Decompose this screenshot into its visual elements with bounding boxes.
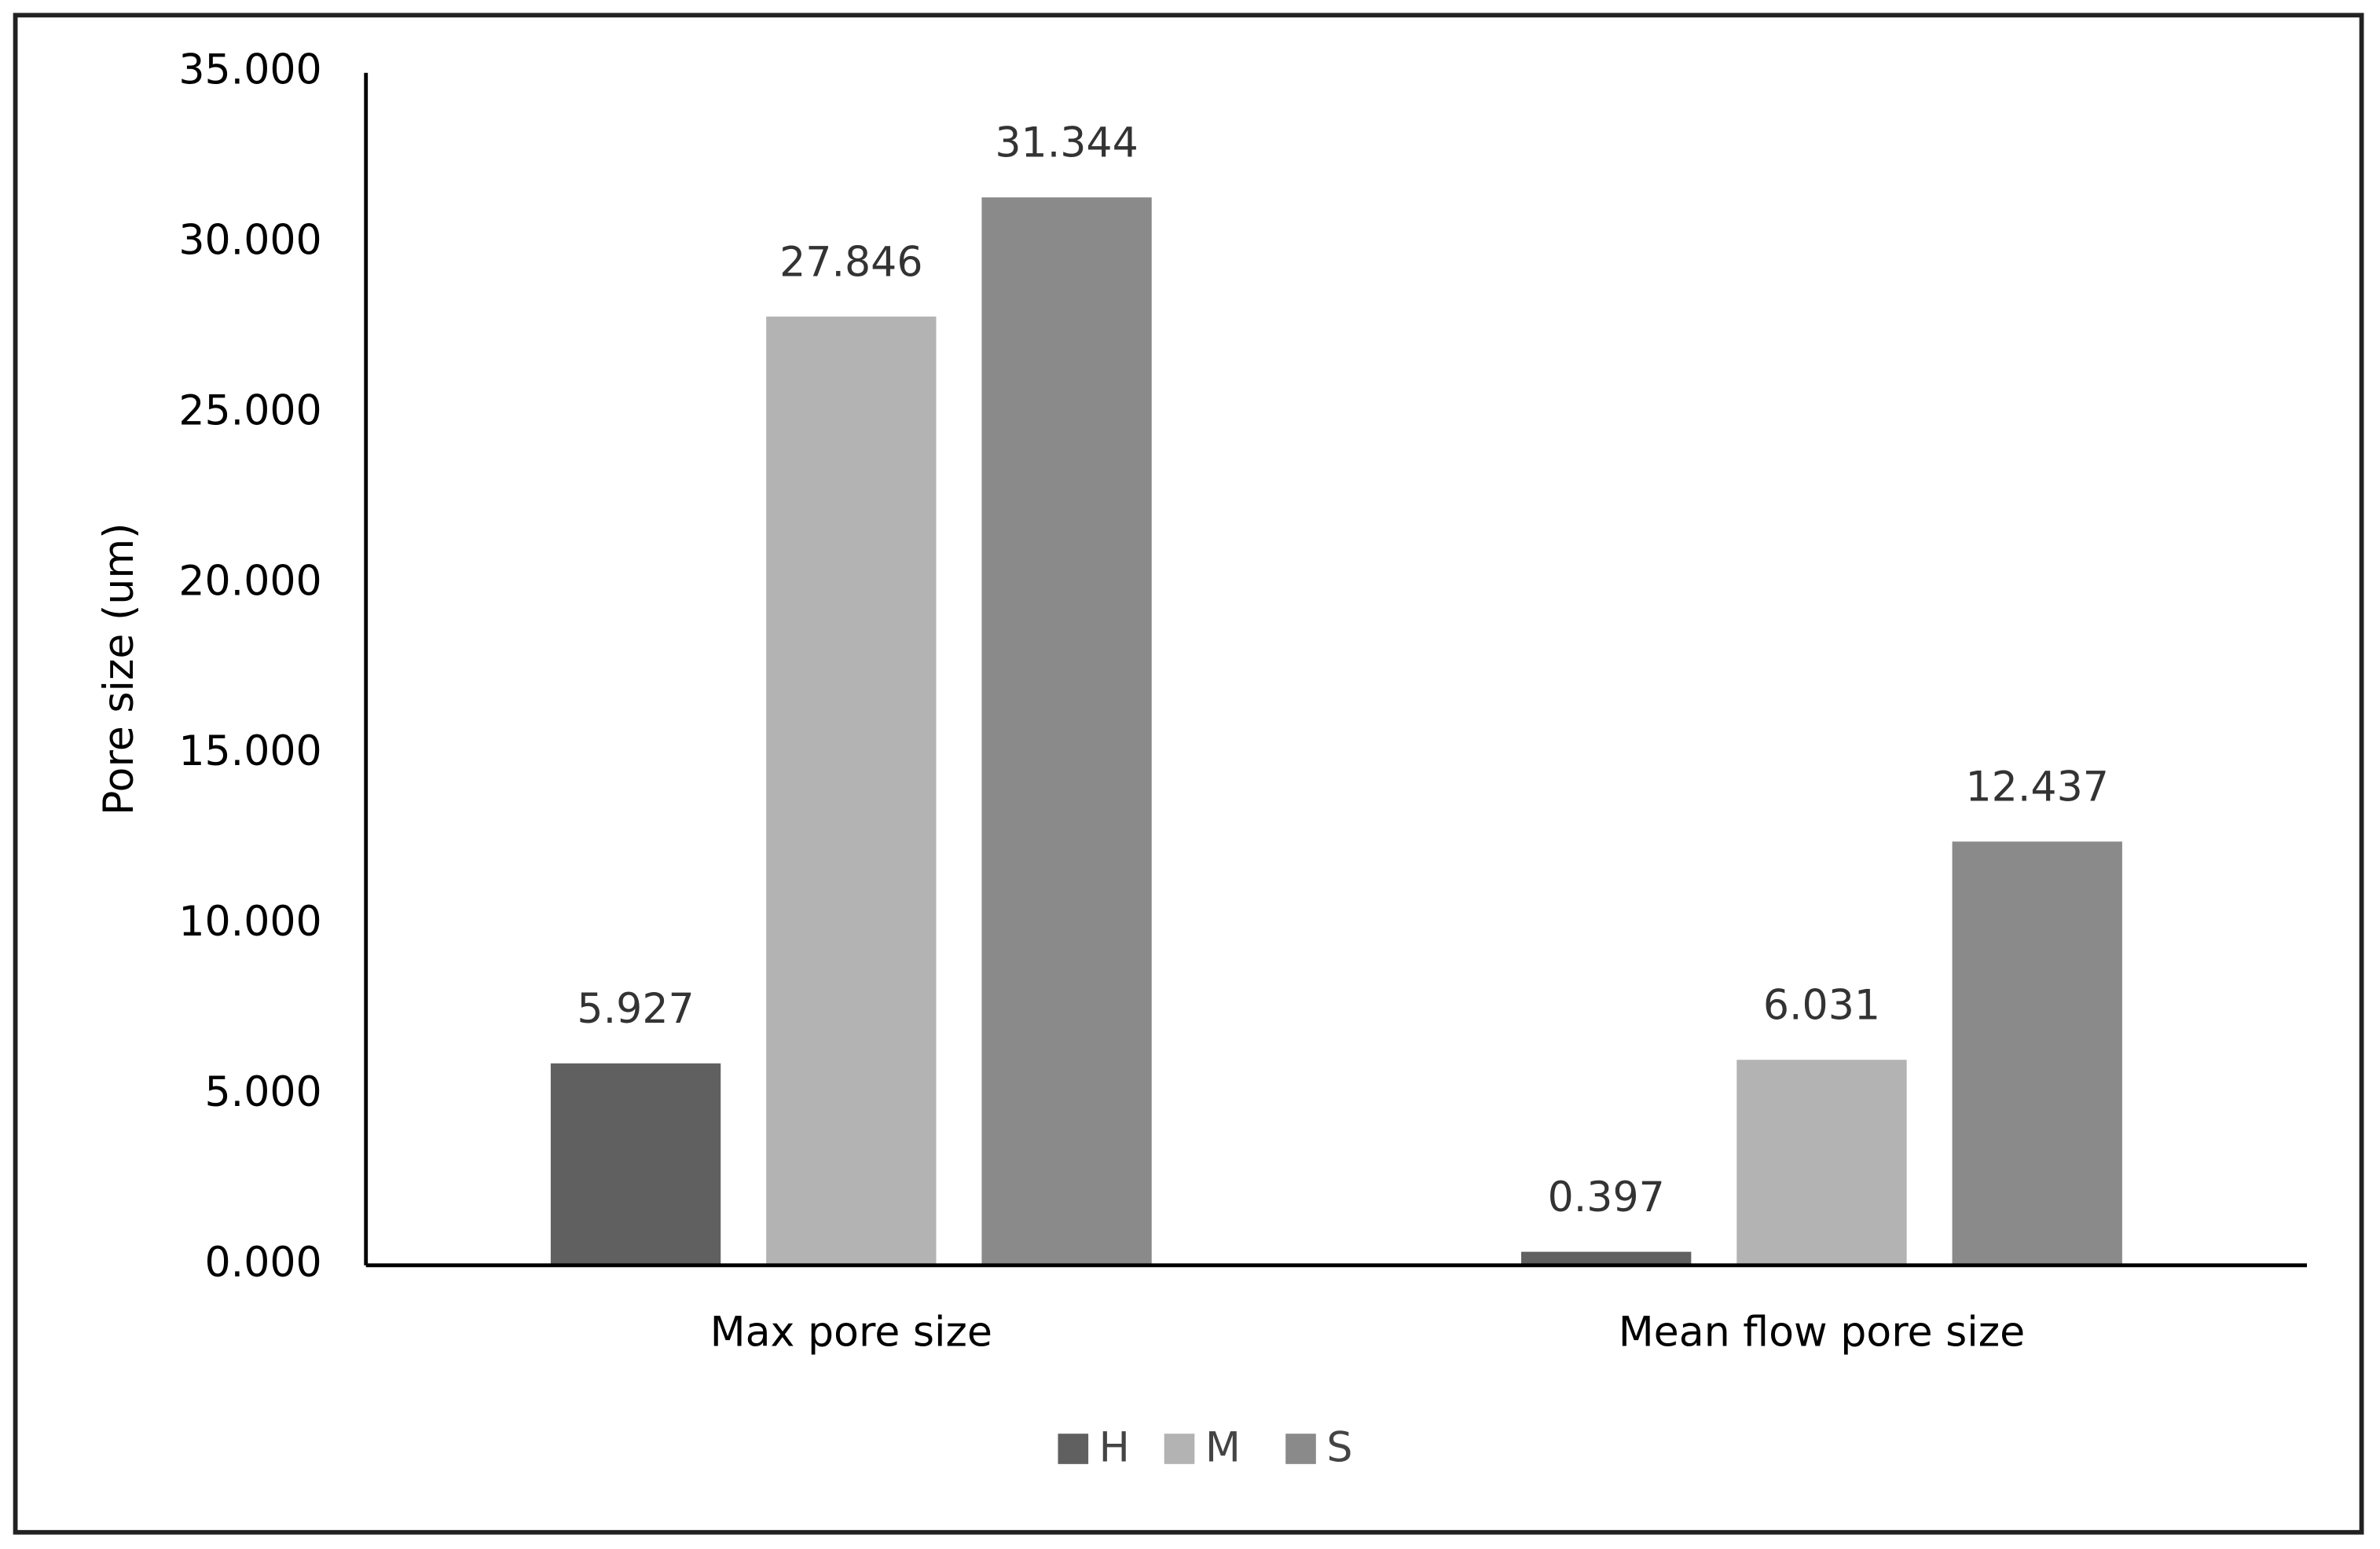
legend-swatch (1285, 1434, 1316, 1464)
value-label: 5.927 (577, 986, 694, 1033)
bar (1736, 1060, 1907, 1265)
legend-label: M (1205, 1424, 1241, 1471)
y-tick-label: 5.000 (204, 1069, 321, 1116)
bar (981, 197, 1152, 1265)
bar (550, 1063, 721, 1265)
legend-swatch (1058, 1434, 1089, 1464)
x-tick-label: Max pore size (710, 1309, 992, 1357)
y-tick-label: 35.000 (178, 47, 321, 94)
chart-frame (13, 13, 2364, 1535)
legend-label: S (1326, 1424, 1352, 1471)
y-axis-title: Pore size (um) (96, 523, 143, 816)
y-tick-label: 25.000 (178, 387, 321, 434)
value-label: 12.437 (1966, 764, 2109, 811)
value-label: 6.031 (1763, 983, 1880, 1030)
value-label: 0.397 (1548, 1174, 1665, 1221)
y-tick-label: 10.000 (178, 899, 321, 946)
y-tick-label: 30.000 (178, 218, 321, 265)
x-tick-label: Mean flow pore size (1619, 1309, 2025, 1357)
value-label: 27.846 (779, 239, 922, 286)
bar (766, 317, 937, 1265)
y-tick-label: 20.000 (178, 558, 321, 605)
legend-swatch (1164, 1434, 1195, 1464)
bar (1952, 841, 2122, 1265)
legend-label: H (1099, 1424, 1130, 1471)
bar (1521, 1251, 1692, 1265)
value-label: 31.344 (995, 120, 1138, 167)
y-tick-label: 15.000 (178, 728, 321, 775)
y-tick-label: 0.000 (204, 1240, 321, 1287)
